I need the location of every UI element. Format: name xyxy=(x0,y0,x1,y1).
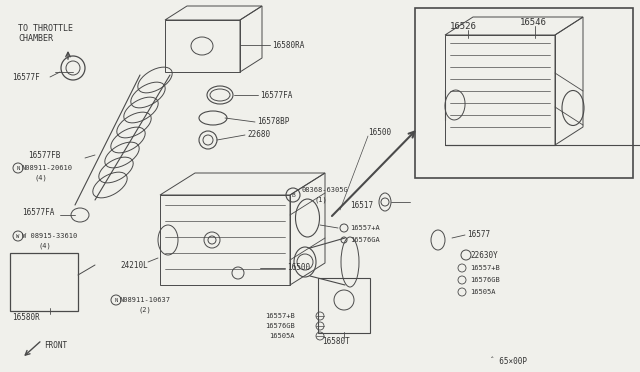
Text: 16546: 16546 xyxy=(520,17,547,26)
Text: B: B xyxy=(291,192,295,198)
Text: N: N xyxy=(115,298,118,302)
Text: 16505A: 16505A xyxy=(470,289,495,295)
Text: 16580R: 16580R xyxy=(12,314,40,323)
Text: TO THROTTLE: TO THROTTLE xyxy=(18,23,73,32)
Text: 16557+A: 16557+A xyxy=(350,225,380,231)
Text: 16526: 16526 xyxy=(450,22,477,31)
Text: 16576GB: 16576GB xyxy=(470,277,500,283)
Text: N08911-10637: N08911-10637 xyxy=(120,297,171,303)
Bar xyxy=(445,35,555,145)
Bar xyxy=(165,20,240,72)
Text: 16577F: 16577F xyxy=(12,73,40,81)
Text: (2): (2) xyxy=(138,307,151,313)
Text: ˆ 65×00P: ˆ 65×00P xyxy=(490,357,527,366)
Text: W 08915-33610: W 08915-33610 xyxy=(22,233,77,239)
Text: 22680: 22680 xyxy=(247,129,270,138)
Text: 16577FA: 16577FA xyxy=(260,90,292,99)
Text: 16577FA: 16577FA xyxy=(22,208,54,217)
Text: 08368-6305G: 08368-6305G xyxy=(302,187,349,193)
Text: 16578BP: 16578BP xyxy=(257,116,289,125)
Text: 16577FB: 16577FB xyxy=(28,151,60,160)
Text: N08911-20610: N08911-20610 xyxy=(22,165,73,171)
Text: N: N xyxy=(17,166,20,170)
Text: (4): (4) xyxy=(38,243,51,249)
Text: 16577: 16577 xyxy=(467,230,490,238)
Bar xyxy=(160,195,290,285)
Text: 16576GA: 16576GA xyxy=(350,237,380,243)
Text: (4): (4) xyxy=(35,175,48,181)
Text: 16557+B: 16557+B xyxy=(265,313,295,319)
Text: 16517: 16517 xyxy=(350,201,373,209)
Text: 16505A: 16505A xyxy=(269,333,295,339)
Text: 16500: 16500 xyxy=(287,263,310,272)
Text: 22630Y: 22630Y xyxy=(470,250,498,260)
Bar xyxy=(10,253,78,311)
Bar xyxy=(415,8,633,178)
Text: 16576GB: 16576GB xyxy=(265,323,295,329)
Text: FRONT: FRONT xyxy=(44,341,67,350)
Text: CHAMBER: CHAMBER xyxy=(18,33,53,42)
Text: 16580T: 16580T xyxy=(322,337,349,346)
Text: 24210L: 24210L xyxy=(120,260,148,269)
Bar xyxy=(318,278,370,333)
Text: (1): (1) xyxy=(315,197,328,203)
Text: 16580RA: 16580RA xyxy=(272,41,305,49)
Text: 16500: 16500 xyxy=(368,128,391,137)
Text: 16557+B: 16557+B xyxy=(470,265,500,271)
Text: W: W xyxy=(17,234,20,238)
